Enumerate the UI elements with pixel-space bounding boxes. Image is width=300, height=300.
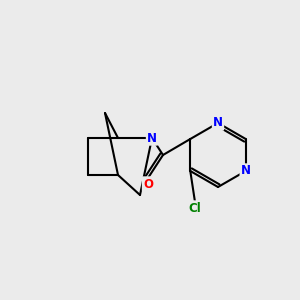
Text: Cl: Cl: [189, 202, 201, 214]
Text: N: N: [213, 116, 223, 130]
Text: N: N: [241, 164, 251, 178]
Text: O: O: [143, 178, 153, 190]
Text: N: N: [147, 131, 157, 145]
